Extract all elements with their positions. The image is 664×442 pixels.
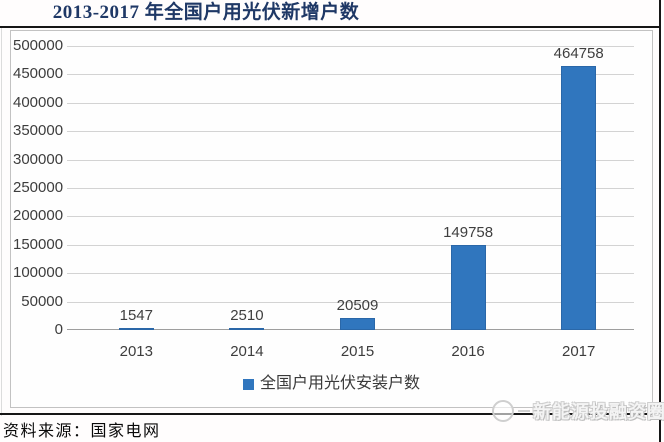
gridline: [67, 188, 634, 189]
page-left-border: [1, 28, 2, 416]
title-underline-rule: [0, 26, 661, 28]
bar-2013: [118, 328, 154, 330]
bar-2016: [450, 245, 486, 330]
y-axis-tick-label: 500000: [13, 37, 64, 54]
gridline: [67, 273, 634, 275]
gridline: [67, 159, 634, 161]
bottom-rule: [0, 413, 660, 415]
y-axis-tick-label: 350000: [13, 122, 64, 140]
gridline: [67, 46, 634, 47]
gridline: [67, 74, 634, 76]
y-axis-tick-label: 50000: [21, 292, 63, 310]
y-axis-tick-label: 200000: [13, 207, 64, 225]
legend-swatch-icon: [242, 378, 254, 390]
watermark-dash: [518, 410, 530, 412]
gridline: [67, 102, 634, 104]
legend: 全国户用光伏安装户数: [11, 375, 652, 393]
y-axis-tick-label: 0: [54, 321, 63, 338]
gridline: [67, 216, 634, 218]
bar-value-label: 1547: [119, 307, 153, 324]
bar-2017: [561, 66, 597, 330]
y-axis-tick-label: 100000: [13, 264, 64, 282]
bar-value-label: 2510: [230, 307, 264, 324]
gridline: [67, 244, 634, 246]
y-axis-tick-label: 250000: [13, 179, 64, 196]
bar-2015: [340, 318, 375, 330]
watermark: 新能源投融资圈: [492, 394, 664, 428]
y-axis-tick-label: 300000: [13, 150, 64, 168]
y-axis-tick-label: 450000: [13, 65, 64, 83]
source-note: 资料来源：国家电网: [3, 423, 161, 440]
page-right-border: [659, 0, 661, 442]
y-axis-tick-label: 150000: [13, 235, 64, 253]
x-axis-category-label: 2016: [451, 343, 485, 360]
gridline: [67, 131, 634, 133]
x-axis-category-label: 2015: [340, 343, 375, 360]
bar-series-layer: 1547 2013 2510 2014 20509 2015 149758 2016 46475…: [81, 45, 634, 360]
bar-2014: [229, 328, 265, 330]
bar-value-label: 464758: [553, 45, 604, 62]
gridline: [67, 301, 634, 303]
watermark-text: 新能源投融资圈: [533, 402, 664, 422]
bar-value-label: 149758: [443, 224, 494, 241]
y-axis-tick-label: 400000: [13, 93, 64, 111]
watermark-logo-icon: [492, 400, 514, 422]
x-axis-category-label: 2017: [562, 343, 596, 360]
x-axis-category-label: 2014: [230, 343, 264, 360]
chart-title: 2013-2017 年全国户用光伏新增户数: [52, 2, 360, 23]
bar-value-label: 20509: [336, 297, 379, 314]
legend-label: 全国户用光伏安装户数: [259, 375, 420, 392]
x-axis-category-label: 2013: [119, 343, 153, 360]
chart-frame: 0 50000 100000 150000 200000 250000 300000 3500…: [10, 30, 653, 408]
